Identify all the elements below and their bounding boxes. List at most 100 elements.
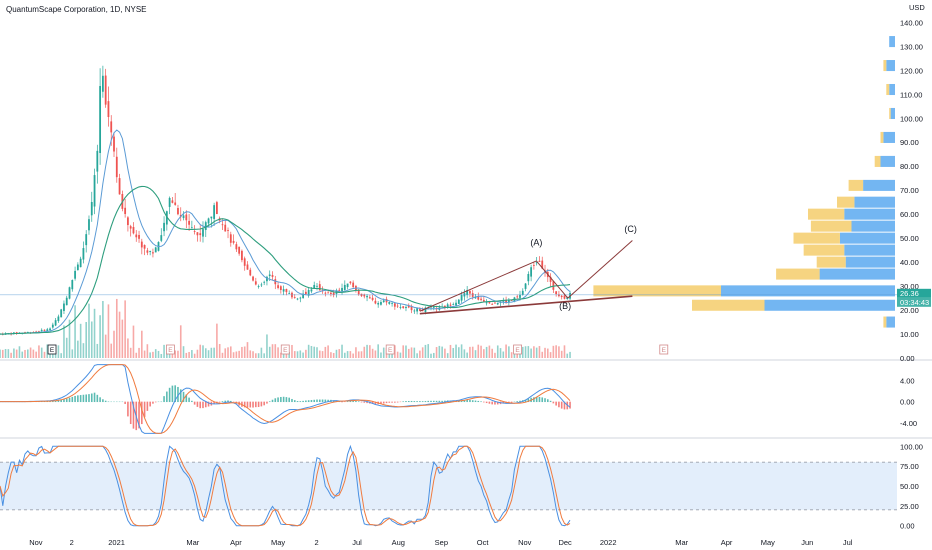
stochastic-pane[interactable] (0, 444, 897, 527)
macd-histogram-bar (535, 396, 538, 403)
volume-bar (163, 344, 165, 358)
candle-body (460, 294, 463, 301)
volume-bar (40, 347, 43, 358)
candle-body (313, 284, 316, 289)
macd-histogram-bar (168, 387, 171, 403)
stochastic-band (0, 462, 897, 510)
volume-bar (46, 344, 49, 358)
candle-body (135, 234, 138, 238)
candle-body (238, 246, 241, 254)
wave-label: (A) (530, 237, 542, 247)
macd-histogram-bar (52, 401, 54, 403)
macd-histogram-bar (257, 401, 260, 408)
earnings-marker: E (659, 344, 669, 355)
macd-histogram-bar (324, 399, 327, 403)
candle-body (402, 306, 405, 308)
volume-bar (327, 345, 329, 358)
macd-line (0, 364, 571, 434)
countdown-value: 03:34:43 (900, 298, 929, 307)
volume-bar (174, 350, 176, 358)
macd-histogram-bar (49, 401, 51, 403)
time-axis-tick: Nov (518, 538, 532, 547)
volume-bar (110, 343, 113, 358)
candle-body (396, 305, 399, 307)
macd-histogram-bar (438, 400, 441, 403)
candle-body (541, 260, 544, 269)
macd-histogram-bar (196, 401, 199, 407)
price-axis-tick: 10.00 (900, 330, 919, 339)
volume-profile-up-bar (886, 316, 895, 328)
candle-body (252, 276, 254, 281)
time-axis-tick: Nov (29, 538, 43, 547)
candle-body (257, 286, 260, 287)
volume-bar (341, 344, 343, 358)
time-axis-tick: Aug (392, 538, 405, 547)
volume-bar (508, 346, 510, 358)
volume-bar (505, 344, 507, 358)
macd-histogram-bar (391, 401, 393, 403)
candle-body (207, 218, 210, 224)
candle-body (405, 307, 407, 309)
volume-bar (455, 344, 457, 358)
candle-body (410, 305, 413, 311)
macd-histogram-bar (57, 400, 60, 403)
macd-histogram-bar (316, 399, 318, 403)
time-axis-tick: 2022 (600, 538, 617, 547)
macd-histogram-bar (374, 401, 377, 405)
volume-bar (266, 334, 268, 358)
moving-average-slow (0, 185, 571, 335)
candle-body (188, 220, 190, 225)
macd-histogram-bar (207, 401, 210, 407)
candle-body (469, 291, 471, 294)
candle-body (366, 295, 368, 298)
candle-body (477, 296, 480, 300)
macd-histogram-bar (558, 401, 560, 408)
macd-histogram-bar (563, 401, 566, 410)
volume-bar (555, 345, 557, 358)
macd-histogram-bar (480, 401, 482, 403)
macd-histogram-bar (96, 394, 99, 403)
volume-bar (77, 340, 79, 358)
volume-profile-up-bar (839, 232, 895, 244)
macd-histogram-bar (166, 391, 168, 403)
volume-bar (18, 346, 21, 358)
candle-body (352, 282, 355, 288)
macd-histogram-bar (519, 400, 521, 403)
volume-bar (535, 347, 538, 358)
volume-bar (199, 344, 202, 358)
candle-body (285, 289, 288, 293)
volume-bar (74, 305, 76, 358)
time-axis-tick: Mar (186, 538, 199, 547)
volume-bar (396, 351, 399, 358)
macd-histogram-bar (396, 401, 399, 403)
macd-histogram-bar (544, 398, 546, 403)
macd-pane[interactable] (0, 364, 571, 434)
macd-histogram-bar (227, 400, 229, 403)
candle-body (282, 289, 285, 292)
macd-histogram-bar (174, 385, 176, 403)
candle-body (399, 307, 402, 308)
price-axis-tick: 80.00 (900, 162, 919, 171)
candle-body (129, 226, 132, 229)
candle-body (474, 297, 477, 299)
candle-body (149, 251, 152, 252)
macd-histogram-bar (82, 394, 85, 403)
price-pane[interactable]: (A) (B) (C) E E E E E E (0, 36, 897, 358)
volume-bar (129, 347, 132, 358)
earnings-marker-label: E (388, 347, 393, 354)
candle-body (79, 258, 82, 268)
candle-body (444, 305, 446, 308)
price-axis-tick: 90.00 (900, 138, 919, 147)
candle-body (76, 264, 79, 271)
volume-bar (316, 347, 318, 358)
volume-profile-up-bar (863, 179, 895, 191)
volume-bar (494, 352, 496, 358)
volume-bar (32, 349, 35, 358)
macd-histogram-bar (427, 400, 430, 403)
macd-histogram-bar (274, 398, 277, 403)
volume-bar (15, 349, 18, 358)
volume-profile-down-bar (816, 256, 846, 268)
volume-bar (43, 351, 46, 358)
macd-histogram-bar (516, 401, 519, 403)
